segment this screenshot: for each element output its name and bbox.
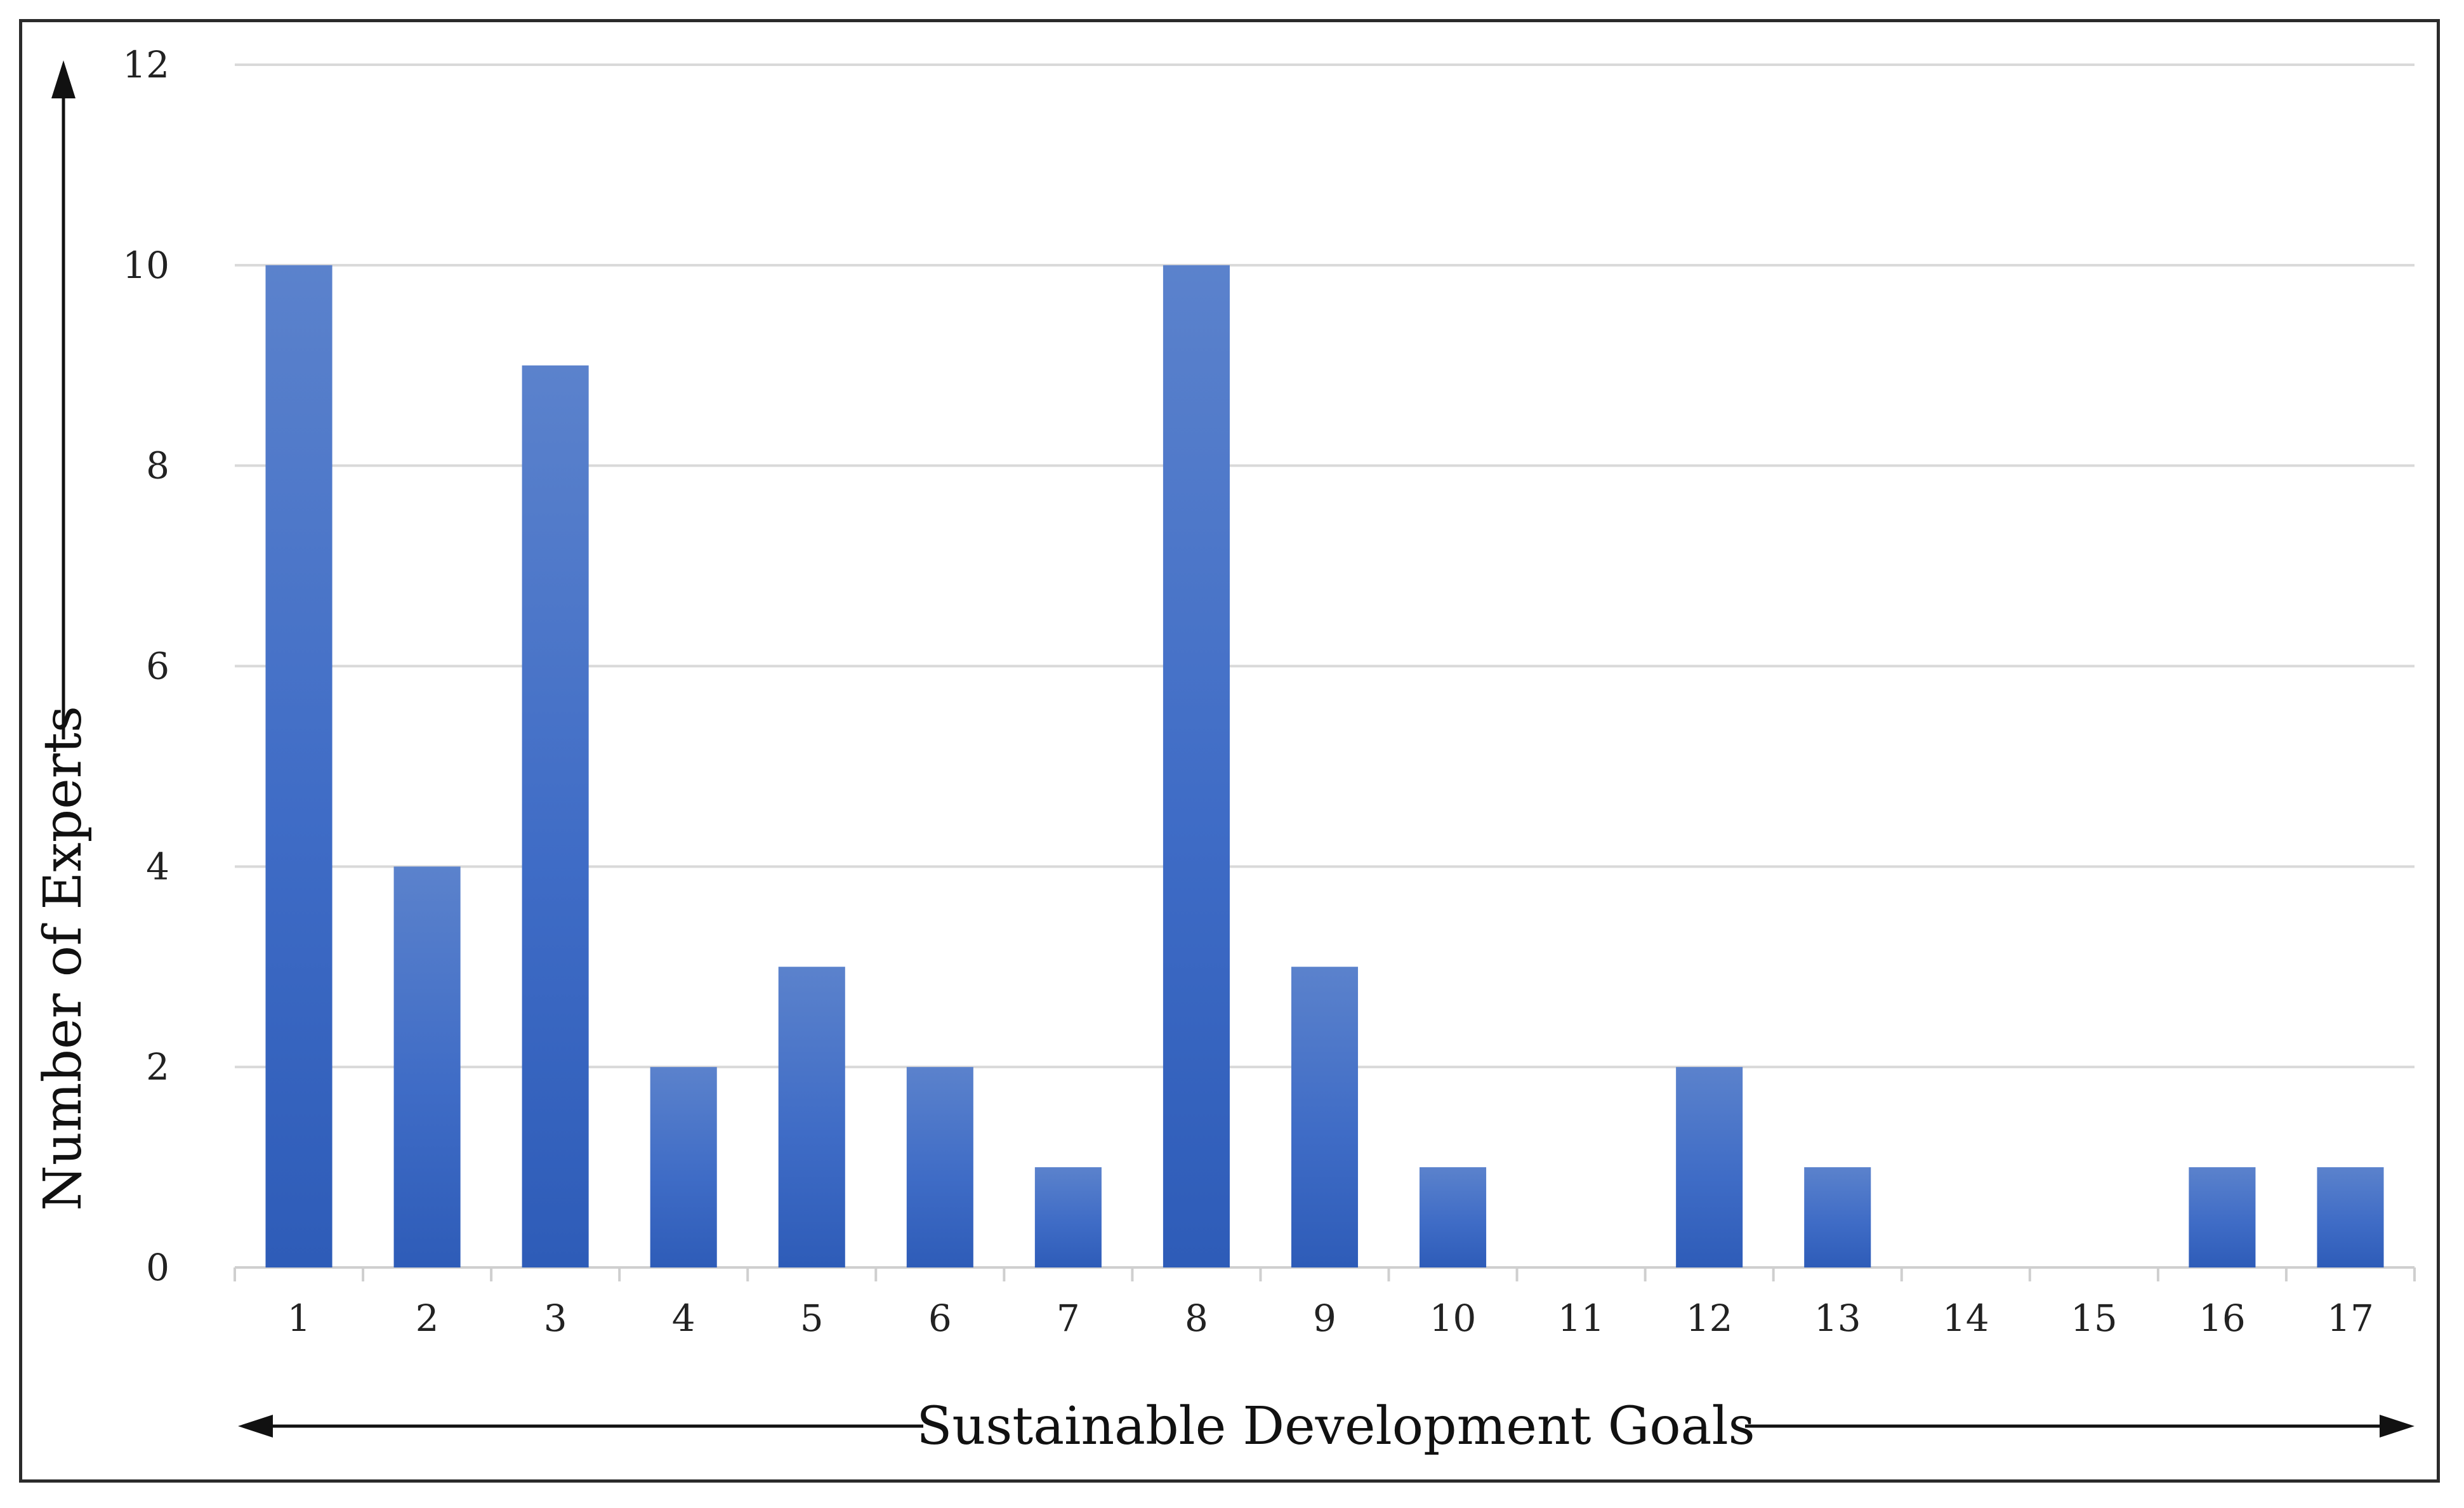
bar-sdg-16 xyxy=(2189,1167,2256,1267)
y-tick-label: 12 xyxy=(122,43,169,86)
y-tick-label: 4 xyxy=(146,845,169,888)
x-tick-label: 13 xyxy=(1814,1297,1861,1340)
x-tick-label: 3 xyxy=(544,1297,567,1340)
y-tick-label: 2 xyxy=(146,1045,169,1088)
x-axis-ticks: 1 2 3 4 5 6 7 8 9 10 11 12 13 14 15 16 17 xyxy=(287,1297,2374,1340)
x-axis-title-group: Sustainable Development Goals xyxy=(238,1396,2415,1457)
bar-sdg-4 xyxy=(650,1067,717,1267)
x-tick-label: 8 xyxy=(1185,1297,1208,1340)
y-tick-label: 6 xyxy=(146,645,169,688)
gridlines xyxy=(234,63,2416,1281)
x-tick-label: 10 xyxy=(1430,1297,1477,1340)
bar-sdg-13 xyxy=(1804,1167,1871,1267)
bar-sdg-17 xyxy=(2317,1167,2384,1267)
y-tick-label: 8 xyxy=(146,444,169,487)
x-tick-label: 7 xyxy=(1057,1297,1080,1340)
x-tick-label: 17 xyxy=(2327,1297,2374,1340)
x-tick-label: 16 xyxy=(2199,1297,2246,1340)
x-tick-label: 1 xyxy=(287,1297,311,1340)
bar-sdg-9 xyxy=(1291,967,1359,1267)
x-tick-label: 4 xyxy=(672,1297,695,1340)
x-axis-title: Sustainable Development Goals xyxy=(916,1396,1755,1457)
x-tick-label: 11 xyxy=(1558,1297,1605,1340)
y-axis-arrow-head xyxy=(51,60,76,98)
x-tick-label: 15 xyxy=(2071,1297,2118,1340)
bar-sdg-6 xyxy=(906,1067,973,1267)
bar-sdg-5 xyxy=(778,967,845,1267)
x-axis-arrow-head-right xyxy=(2380,1415,2415,1438)
x-tick-label: 9 xyxy=(1313,1297,1336,1340)
bar-sdg-2 xyxy=(393,866,461,1267)
y-axis-title-group: Number of Experts xyxy=(33,60,93,1211)
x-tick-label: 5 xyxy=(800,1297,824,1340)
chart-frame: 0 2 4 6 8 10 12 1 2 3 4 5 6 7 8 9 10 11 12 13 14 15 16 17 Numb… xyxy=(19,19,2440,1483)
bar-sdg-10 xyxy=(1420,1167,1487,1267)
bar-sdg-12 xyxy=(1676,1067,1743,1267)
bar-sdg-7 xyxy=(1034,1167,1102,1267)
x-tick-label: 6 xyxy=(928,1297,952,1340)
y-axis-ticks: 0 2 4 6 8 10 12 xyxy=(122,43,169,1289)
bars xyxy=(265,265,2384,1267)
bar-sdg-1 xyxy=(265,265,333,1267)
x-tick-label: 14 xyxy=(1942,1297,1989,1340)
x-axis-arrow-head-left xyxy=(238,1415,273,1438)
bar-sdg-3 xyxy=(522,365,589,1267)
y-tick-label: 10 xyxy=(122,244,169,287)
bar-sdg-8 xyxy=(1163,265,1230,1267)
y-tick-label: 0 xyxy=(146,1246,169,1289)
x-tick-label: 2 xyxy=(416,1297,439,1340)
y-axis-title: Number of Experts xyxy=(33,706,93,1211)
x-tick-label: 12 xyxy=(1686,1297,1733,1340)
